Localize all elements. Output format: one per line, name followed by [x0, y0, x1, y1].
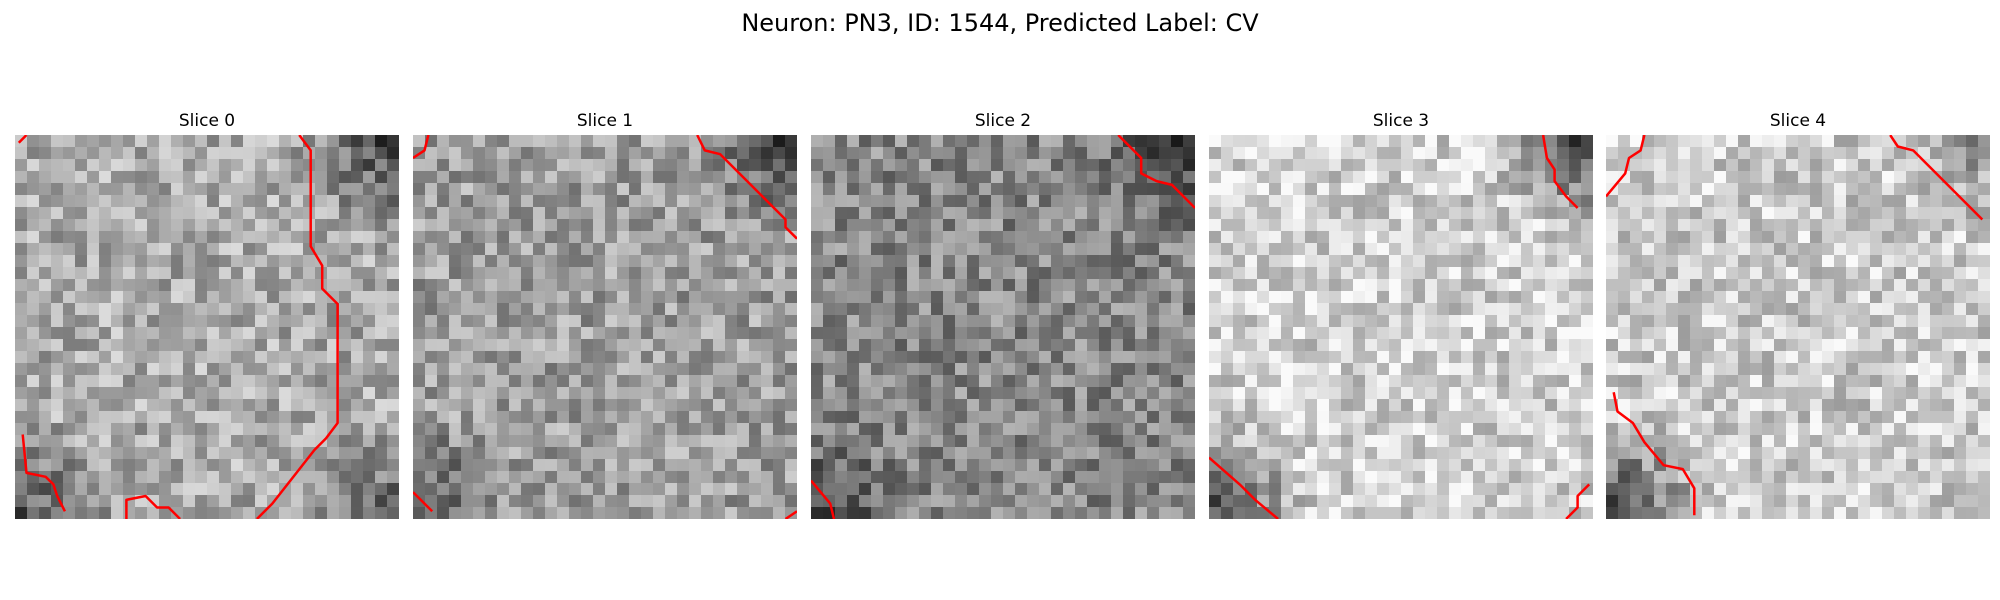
slice-panel-0: Slice 0: [15, 110, 399, 520]
slice-title: Slice 0: [15, 110, 399, 132]
slice-image: [1606, 135, 1990, 519]
slice-title: Slice 3: [1209, 110, 1593, 132]
slice-panel-3: Slice 3: [1209, 110, 1593, 520]
slice-image: [811, 135, 1195, 519]
slice-image: [15, 135, 399, 519]
slice-panel-4: Slice 4: [1606, 110, 1990, 520]
slice-panel-2: Slice 2: [811, 110, 1195, 520]
slice-title: Slice 1: [413, 110, 797, 132]
figure-title: Neuron: PN3, ID: 1544, Predicted Label: …: [0, 8, 2000, 38]
slice-title: Slice 2: [811, 110, 1195, 132]
slice-title: Slice 4: [1606, 110, 1990, 132]
slice-image: [413, 135, 797, 519]
slice-panel-1: Slice 1: [413, 110, 797, 520]
slice-image: [1209, 135, 1593, 519]
